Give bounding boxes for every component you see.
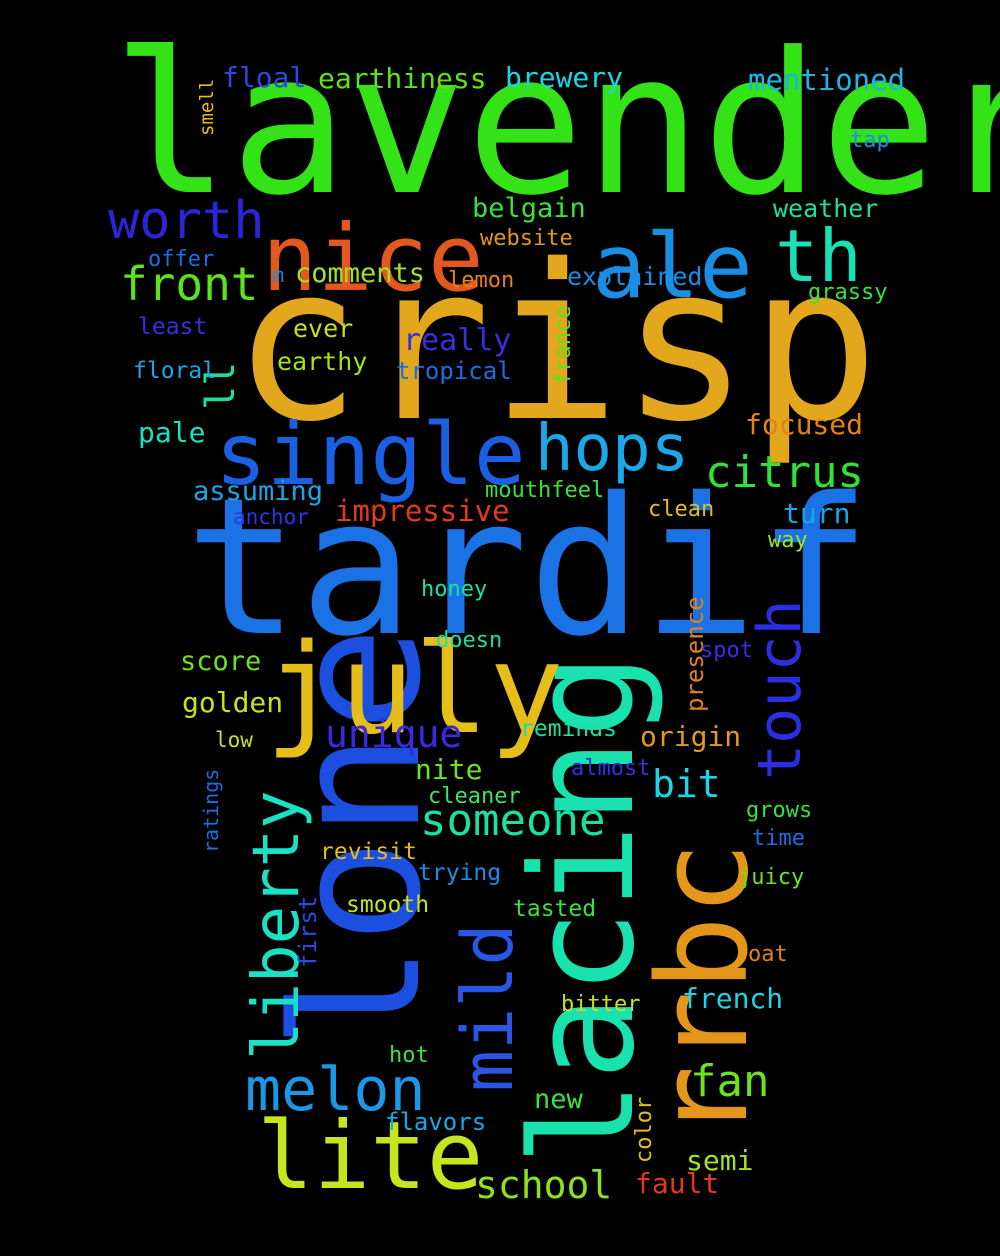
word-lavender: lavender <box>112 11 1000 239</box>
word-french: french <box>682 982 783 1015</box>
word-liberty: liberty <box>240 790 314 1060</box>
word-comments: comments <box>295 258 425 289</box>
word-focused: focused <box>745 408 863 441</box>
word-tasted: tasted <box>513 896 596 922</box>
word-really: really <box>403 323 511 358</box>
word-lemon: lemon <box>448 268 514 293</box>
word-trying: trying <box>418 860 501 886</box>
word-impressive: impressive <box>335 494 510 528</box>
word-lacing: lacing <box>501 653 666 1166</box>
word-cleaner: cleaner <box>428 784 521 809</box>
word-france: france <box>551 306 576 385</box>
word-ratings: ratings <box>199 769 223 853</box>
word-semi: semi <box>686 1144 753 1177</box>
word-mentioned: mentioned <box>748 63 905 97</box>
word-ll: ll <box>198 362 244 410</box>
word-nite: nite <box>415 753 482 786</box>
word-floral: floral <box>133 358 216 384</box>
word-ale: ale <box>592 214 753 318</box>
word-color: color <box>632 1097 657 1163</box>
word-oat: oat <box>748 942 788 967</box>
word-hot: hot <box>389 1043 429 1068</box>
word-bitter: bitter <box>561 992 640 1017</box>
word-turn: turn <box>783 497 850 530</box>
word-origin: origin <box>640 720 741 753</box>
word-time: time <box>752 826 805 851</box>
word-unique: unique <box>325 712 462 756</box>
word-belgain: belgain <box>472 193 586 224</box>
word-nice: nice <box>262 205 484 312</box>
word-m: m <box>272 263 284 287</box>
word-single: single <box>215 405 526 505</box>
word-rrbc: rrbc <box>632 841 776 1140</box>
word-golden: golden <box>182 686 283 719</box>
word-tap: tap <box>850 128 890 153</box>
word-bit: bit <box>652 762 721 806</box>
word-honey: honey <box>421 577 487 602</box>
word-website: website <box>480 226 573 251</box>
word-mild: mild <box>447 923 529 1092</box>
word-school: school <box>475 1163 612 1207</box>
word-new: new <box>534 1084 584 1115</box>
word-low: low <box>215 728 253 752</box>
word-offer: offer <box>148 247 214 272</box>
word-doesn: doesn <box>436 628 502 653</box>
word-almost: almost <box>571 756 650 781</box>
word-hops: hops <box>535 412 689 486</box>
word-touch: touch <box>745 599 815 780</box>
word-ever: ever <box>293 314 353 343</box>
word-tropical: tropical <box>396 357 512 385</box>
word-fan: fan <box>690 1056 769 1107</box>
word-lite: lite <box>257 1102 483 1211</box>
word-someone: someone <box>420 795 605 846</box>
word-revisit: revisit <box>320 839 417 865</box>
word-way: way <box>768 528 808 553</box>
word-earthiness: earthiness <box>318 62 487 95</box>
word-presence: presence <box>681 596 709 712</box>
word-explained: explained <box>567 262 702 291</box>
word-smell: smell <box>196 79 218 136</box>
word-melon: melon <box>245 1055 426 1125</box>
word-floal: floal <box>222 61 306 94</box>
word-spot: spot <box>700 638 753 663</box>
word-reminds: reminds <box>520 716 617 742</box>
word-anchor: anchor <box>233 505 309 529</box>
word-crisp: crisp <box>232 218 879 469</box>
word-brewery: brewery <box>505 61 623 94</box>
word-grassy: grassy <box>808 280 887 305</box>
word-mouthfeel: mouthfeel <box>485 478 604 503</box>
word-clean: clean <box>648 497 714 522</box>
word-worth: worth <box>108 191 265 251</box>
word-pale: pale <box>138 416 205 449</box>
word-earthy: earthy <box>277 347 367 376</box>
word-front: front <box>120 257 258 311</box>
word-tardif: tardif <box>185 457 871 678</box>
word-flavors: flavors <box>385 1108 486 1136</box>
word-th: th <box>775 214 862 298</box>
word-assuming: assuming <box>193 476 323 507</box>
word-july: july <box>265 618 564 762</box>
word-first: first <box>294 896 322 968</box>
word-smooth: smooth <box>346 892 429 918</box>
word-juicy: juicy <box>738 865 804 890</box>
word-citrus: citrus <box>705 447 864 498</box>
word-least: least <box>138 314 207 340</box>
word-lone: lone <box>255 626 460 1050</box>
word-weather: weather <box>773 194 878 223</box>
word-score: score <box>180 646 261 677</box>
word-grows: grows <box>746 798 812 823</box>
word-fault: fault <box>635 1167 719 1200</box>
